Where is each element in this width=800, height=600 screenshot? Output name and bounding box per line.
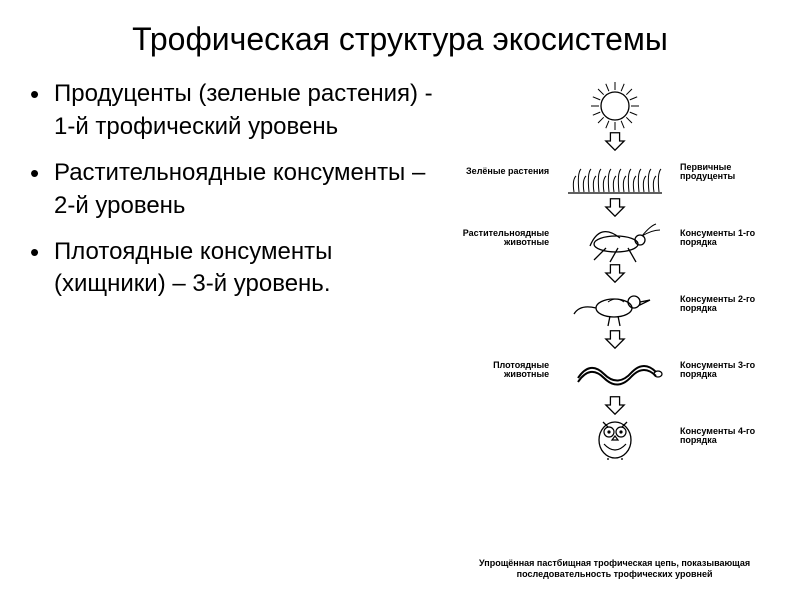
level-right-label: Консументы 4-го порядка	[680, 427, 770, 447]
trophic-level	[459, 80, 770, 132]
level-right-label: Консументы 3-го порядка	[680, 361, 770, 381]
trophic-level: Растительноядные животные Консументы 1-г…	[459, 212, 770, 264]
trophic-level: Консументы 2-го порядка	[459, 278, 770, 330]
diagram-caption: Упрощённая пастбищная трофическая цепь, …	[459, 558, 770, 580]
level-right-label: Консументы 1-го порядка	[680, 229, 770, 249]
level-drawing-grass	[560, 146, 670, 198]
level-right-label: Первичные продуценты	[680, 163, 770, 183]
bullet-item: Продуценты (зеленые растения) - 1-й троф…	[30, 78, 449, 143]
level-drawing-grasshopper	[560, 212, 670, 264]
trophic-level: Консументы 4-го порядка	[459, 410, 770, 462]
level-drawing-owl	[560, 410, 670, 462]
bullet-item: Плотоядные консументы (хищники) – 3-й ур…	[30, 236, 449, 301]
level-drawing-sun	[560, 80, 670, 132]
slide-title: Трофическая структура экосистемы	[30, 20, 770, 58]
trophic-chain-diagram: Упрощённая пастбищная трофическая цепь, …	[459, 78, 770, 580]
level-left-label: Плотоядные животные	[459, 361, 549, 381]
trophic-level: Плотоядные животные Консументы 3-го поря…	[459, 344, 770, 396]
trophic-level: Зелёные растения Первичные продуценты	[459, 146, 770, 198]
bullet-item: Растительноядные консументы – 2-й уровен…	[30, 157, 449, 222]
level-left-label: Растительноядные животные	[459, 229, 549, 249]
level-drawing-bird	[560, 278, 670, 330]
level-drawing-snake	[560, 344, 670, 396]
level-left-label: Зелёные растения	[459, 167, 549, 177]
bullet-list: Продуценты (зеленые растения) - 1-й троф…	[30, 78, 459, 580]
slide-content: Продуценты (зеленые растения) - 1-й троф…	[30, 78, 770, 580]
level-right-label: Консументы 2-го порядка	[680, 295, 770, 315]
